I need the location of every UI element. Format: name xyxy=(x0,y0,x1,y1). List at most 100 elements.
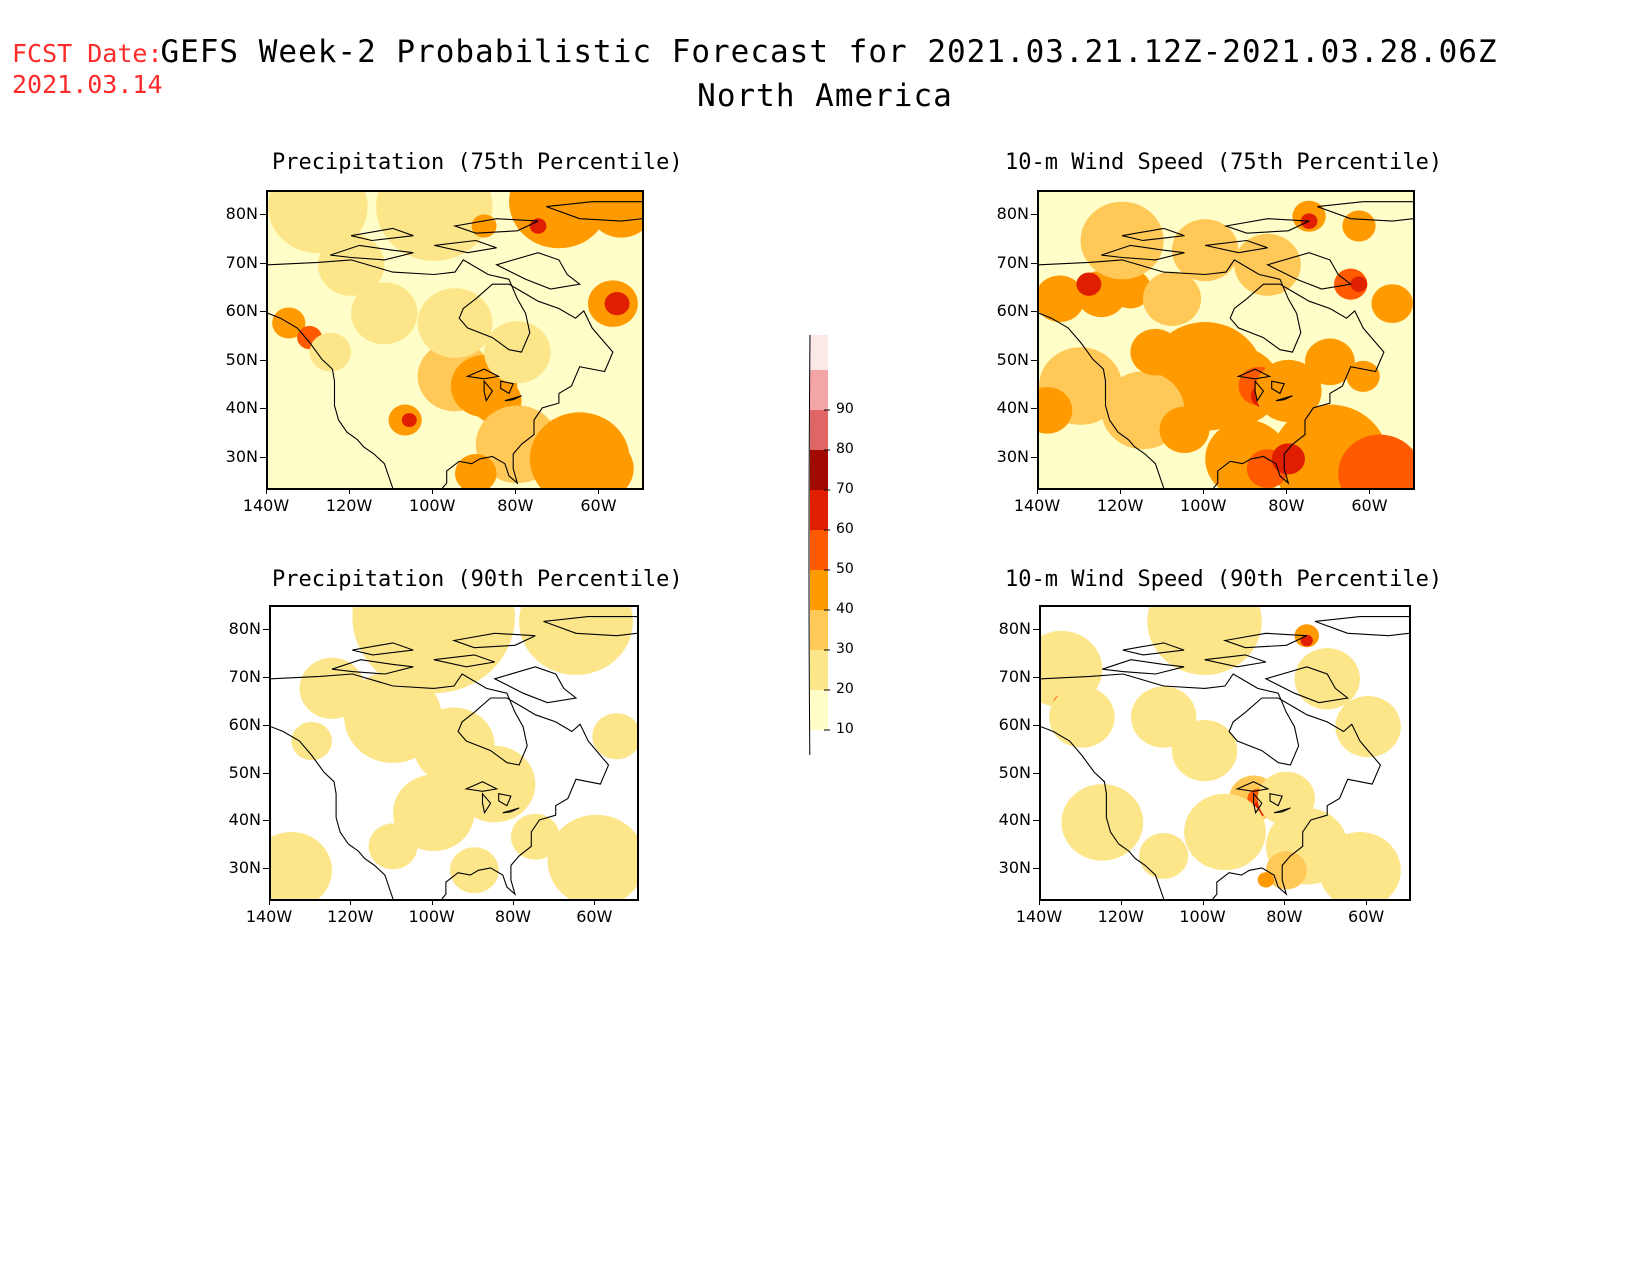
shading-blob xyxy=(529,218,547,234)
lon-tick-label: 60W xyxy=(576,907,613,926)
lat-tick-label: 80N xyxy=(996,204,1029,224)
colorbar-segment xyxy=(810,610,828,650)
lat-tick xyxy=(1031,359,1037,361)
lat-tick xyxy=(260,311,266,313)
lon-tick-label: 120W xyxy=(1097,907,1144,926)
lon-tick xyxy=(1120,488,1122,494)
lat-tick xyxy=(260,408,266,410)
map-canvas xyxy=(271,607,637,899)
lat-tick-label: 50N xyxy=(228,762,261,782)
coastline xyxy=(498,793,512,807)
lon-tick-label: 80W xyxy=(497,496,534,515)
lat-tick-label: 80N xyxy=(225,204,258,224)
shading-blob xyxy=(1130,328,1181,376)
lon-tick-label: 140W xyxy=(1015,907,1063,926)
shading-blob xyxy=(567,437,634,488)
shading-blob xyxy=(587,192,642,238)
colorbar-graphic xyxy=(808,330,830,776)
lon-tick xyxy=(431,899,433,905)
lon-tick-label: 140W xyxy=(245,907,293,926)
lat-tick xyxy=(263,724,269,726)
lon-tick xyxy=(1366,899,1368,905)
coastline xyxy=(493,666,578,704)
shading-blob xyxy=(1080,201,1164,280)
lon-tick-label: 100W xyxy=(409,496,456,515)
lon-tick xyxy=(1284,899,1286,905)
shading-blob xyxy=(454,745,536,823)
coastline xyxy=(1205,239,1268,254)
colorbar-segment xyxy=(810,330,828,370)
shading-blob xyxy=(1049,686,1115,748)
shading-blob xyxy=(509,192,609,249)
lon-tick-label: 60W xyxy=(580,496,617,515)
lon-tick xyxy=(1369,488,1371,494)
lat-tick-label: 40N xyxy=(225,398,258,418)
shading-blob xyxy=(1184,793,1266,871)
shading-blob xyxy=(317,233,385,296)
coastline xyxy=(330,244,414,261)
lat-tick-label: 80N xyxy=(228,618,261,638)
lon-tick-label: 80W xyxy=(1268,496,1305,515)
shading-blob xyxy=(1142,271,1202,326)
lon-tick-label: 120W xyxy=(1096,496,1144,515)
lat-tick xyxy=(1033,820,1039,822)
lat-tick-label: 40N xyxy=(228,810,261,830)
colorbar-label: 50 xyxy=(836,561,854,577)
coastline xyxy=(504,395,522,402)
coastline xyxy=(546,201,642,222)
coastline xyxy=(1222,632,1308,649)
coastline xyxy=(1254,379,1265,403)
lat-tick-label: 80N xyxy=(998,618,1031,638)
shading-blob xyxy=(1319,831,1401,899)
lat-tick xyxy=(1031,408,1037,410)
coastline xyxy=(1122,642,1185,656)
fcst-label: FCST Date: xyxy=(12,39,163,68)
lat-tick-label: 70N xyxy=(225,252,258,272)
colorbar-segment xyxy=(810,690,828,730)
lat-tick xyxy=(1033,628,1039,630)
shading-blob xyxy=(1076,272,1102,296)
map-canvas xyxy=(268,192,642,488)
colorbar-segment xyxy=(810,450,828,490)
coastline xyxy=(502,807,520,814)
coastline xyxy=(1271,380,1285,395)
probability-shading xyxy=(271,607,637,899)
shading-blob xyxy=(1294,648,1360,710)
lat-tick xyxy=(1033,772,1039,774)
shading-blob xyxy=(604,291,630,316)
lat-tick xyxy=(263,628,269,630)
lat-tick xyxy=(263,820,269,822)
colorbar-edge xyxy=(808,334,811,776)
lat-tick-label: 40N xyxy=(998,810,1031,830)
probability-shading xyxy=(1041,607,1401,899)
coastline xyxy=(1204,654,1267,668)
lon-tick-label: 80W xyxy=(494,907,532,926)
coastline xyxy=(350,227,414,242)
colorbar-segment xyxy=(810,490,828,530)
colorbar-label: 90 xyxy=(836,401,854,417)
shading-blob xyxy=(1061,784,1144,861)
lon-tick-label: 100W xyxy=(408,907,455,926)
lat-tick-label: 70N xyxy=(228,666,261,686)
lon-tick xyxy=(266,488,267,494)
shading-blob xyxy=(1257,872,1275,888)
coastline xyxy=(543,616,637,637)
coastline xyxy=(268,259,614,488)
shading-blob xyxy=(393,774,475,852)
coastline xyxy=(271,673,610,899)
lon-tick xyxy=(432,488,434,494)
shading-blob xyxy=(1300,634,1313,647)
lat-tick-label: 60N xyxy=(225,301,258,321)
lat-tick xyxy=(1033,724,1039,726)
coastline xyxy=(464,781,499,792)
coastline xyxy=(352,642,414,656)
coastline xyxy=(1273,807,1291,814)
colorbar-label: 30 xyxy=(836,641,854,657)
figure-title: GEFS Week-2 Probabilistic Forecast for 2… xyxy=(0,34,1650,114)
coastline xyxy=(500,380,514,395)
lat-tick-label: 40N xyxy=(996,398,1029,418)
shading-blob xyxy=(1159,406,1210,454)
lon-tick xyxy=(350,899,352,905)
lon-tick xyxy=(1286,488,1288,494)
coastline xyxy=(268,312,394,488)
